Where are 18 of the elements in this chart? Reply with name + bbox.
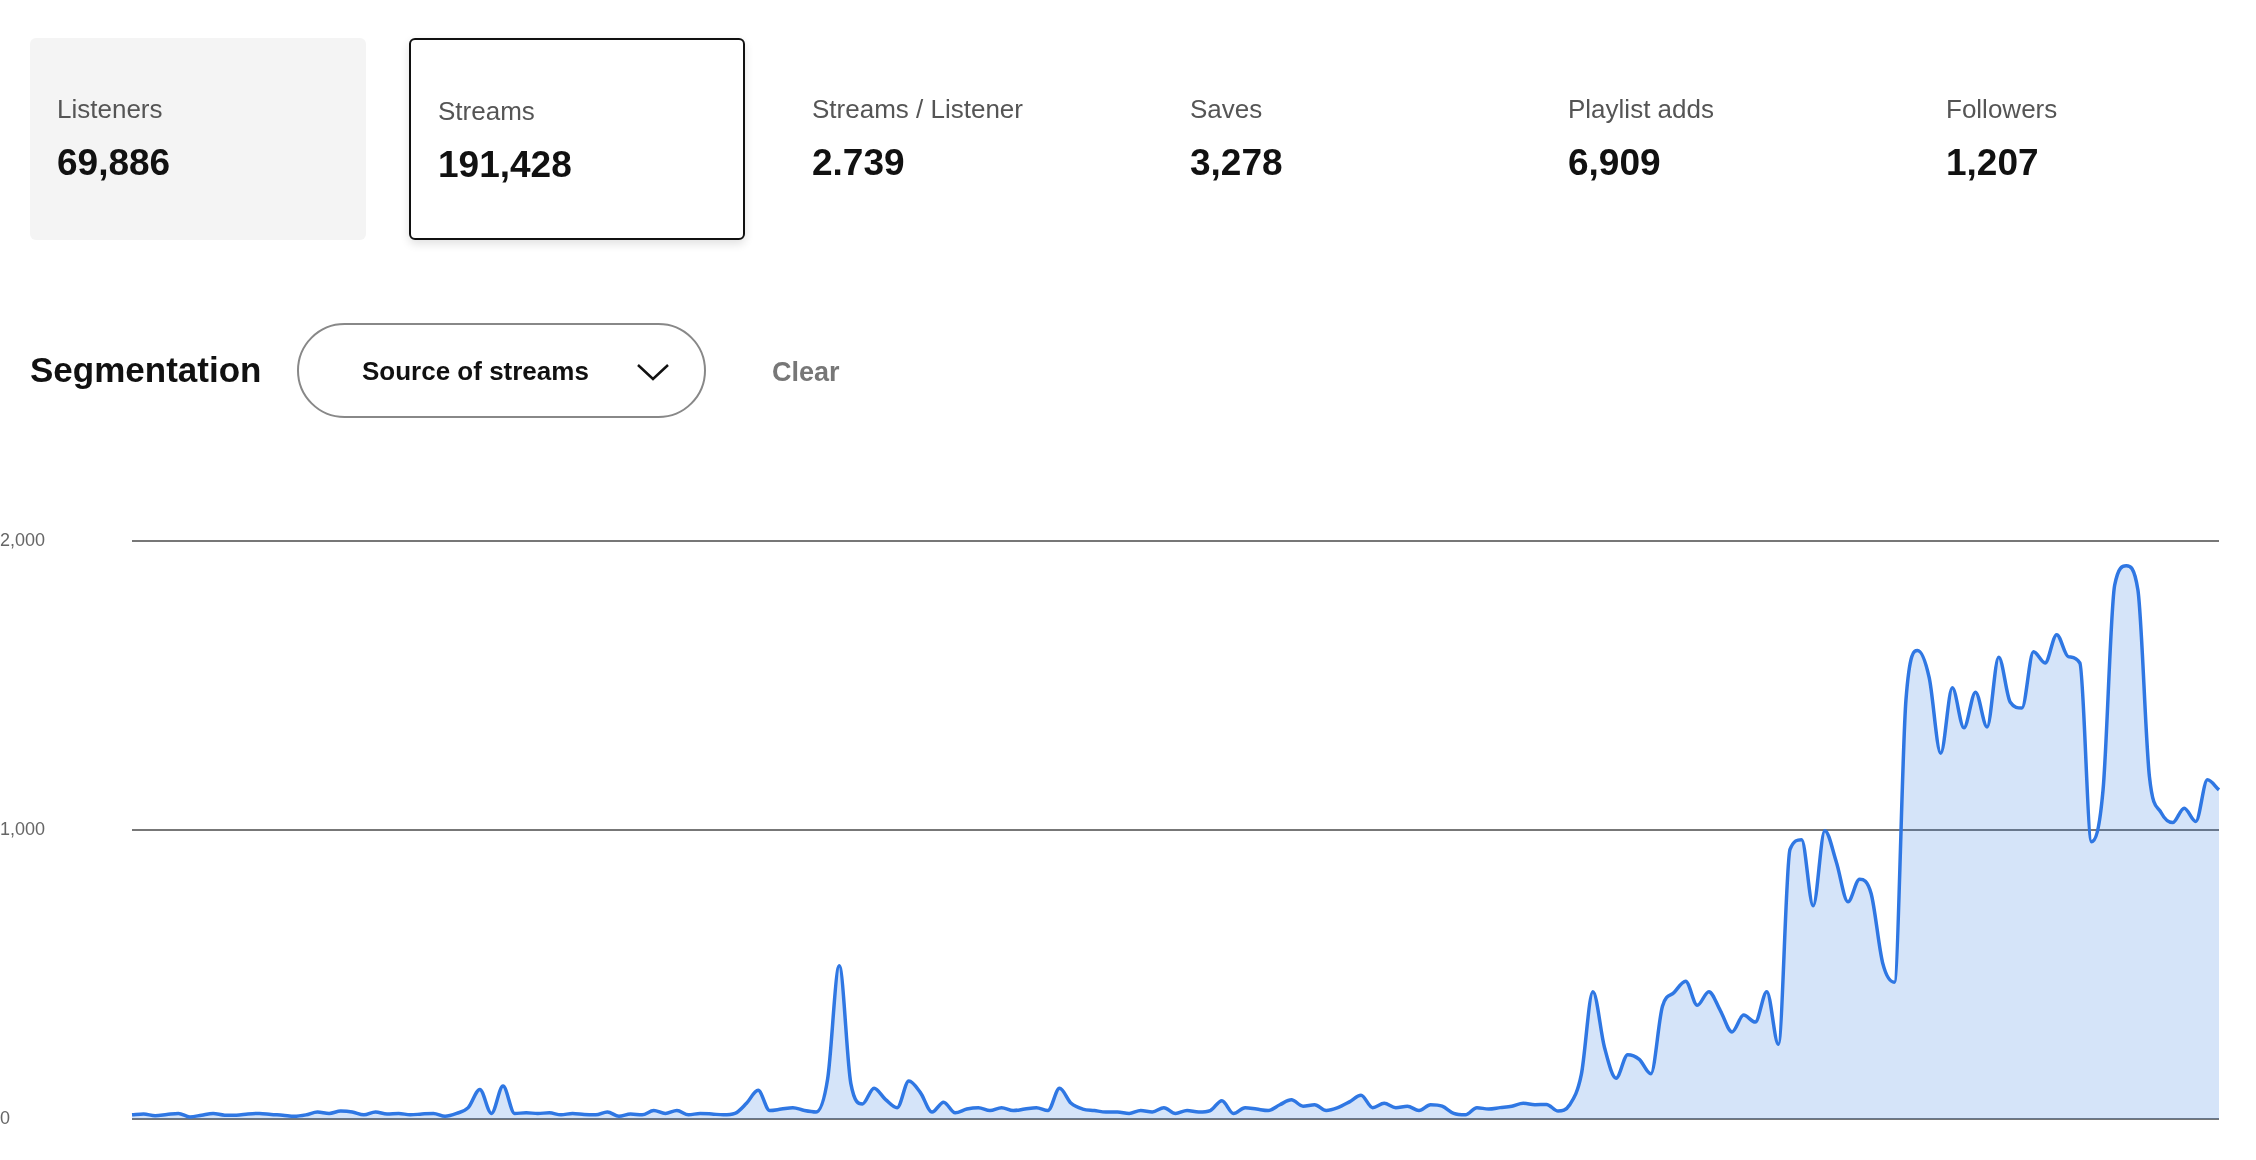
text: 1,207 — [1946, 142, 2039, 184]
text: 6,909 — [1568, 142, 1661, 184]
y-tick-label: 2,000 — [0, 529, 46, 550]
text: Playlist adds — [1568, 94, 1714, 125]
y-tick-label: 1,000 — [0, 819, 46, 840]
text: Followers — [1946, 94, 2058, 125]
text: Segmentation — [30, 350, 262, 390]
text: 3,278 — [1190, 142, 1283, 184]
text: 69,886 — [57, 142, 171, 184]
text: Streams / Listener — [812, 94, 1023, 125]
text: Clear — [772, 357, 840, 388]
text: Listeners — [57, 94, 163, 125]
text: Saves — [1190, 94, 1263, 125]
y-tick-label: 0 — [0, 1108, 11, 1129]
text: Streams — [438, 96, 535, 127]
text: 191,428 — [438, 144, 572, 186]
source-note: Source of streams — [362, 356, 589, 387]
text: 2.739 — [812, 142, 905, 184]
